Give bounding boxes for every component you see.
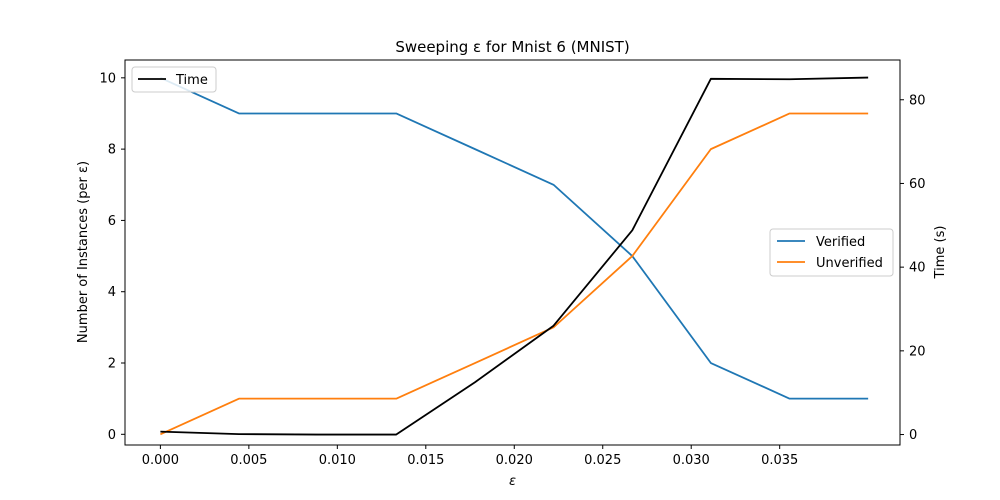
x-tick-label: 0.020 [496, 453, 533, 468]
y-left-tick-label: 2 [108, 357, 116, 372]
x-tick-label: 0.035 [761, 453, 798, 468]
y-axis-left-label: Number of Instances (per ε) [76, 161, 91, 343]
x-axis: 0.000 0.005 0.010 0.015 0.020 0.025 0.030 0.035 [142, 445, 798, 468]
chart-title: Sweeping ε for Mnist 6 (MNIST) [395, 38, 629, 56]
legend-counts: Verified Unverified [769, 228, 894, 277]
legend-unverified-label: Unverified [816, 256, 883, 271]
x-tick-label: 0.030 [673, 453, 710, 468]
series-line-verified [160, 77, 869, 400]
y-right-tick-label: 0 [909, 428, 917, 443]
y-axis-right: 0 20 40 60 80 [900, 93, 926, 443]
y-axis-right-label: Time (s) [933, 226, 948, 280]
y-left-tick-label: 0 [108, 428, 116, 443]
series-line-unverified [160, 112, 869, 436]
x-tick-label: 0.015 [407, 453, 444, 468]
legend-time-label: Time [175, 73, 208, 88]
y-right-tick-label: 60 [909, 177, 926, 192]
x-axis-label: ε [509, 474, 516, 489]
axes-frame [124, 59, 901, 446]
y-right-tick-label: 40 [909, 261, 926, 276]
x-tick-label: 0.010 [319, 453, 356, 468]
legend-time-box [131, 66, 217, 93]
x-tick-label: 0.025 [584, 453, 621, 468]
legend-time: Time [131, 66, 217, 93]
y-right-tick-label: 20 [909, 344, 926, 359]
plot-area [160, 76, 869, 436]
x-tick-label: 0.000 [142, 453, 179, 468]
y-left-tick-label: 10 [99, 71, 116, 86]
y-left-tick-label: 4 [108, 285, 116, 300]
y-left-tick-label: 6 [108, 214, 116, 229]
y-axis-left: 0 2 4 6 8 10 [99, 71, 125, 443]
x-tick-label: 0.005 [230, 453, 267, 468]
y-left-tick-label: 8 [108, 143, 116, 158]
legend-verified-label: Verified [816, 235, 865, 250]
y-right-tick-label: 80 [909, 93, 926, 108]
series-line-time [160, 76, 869, 436]
